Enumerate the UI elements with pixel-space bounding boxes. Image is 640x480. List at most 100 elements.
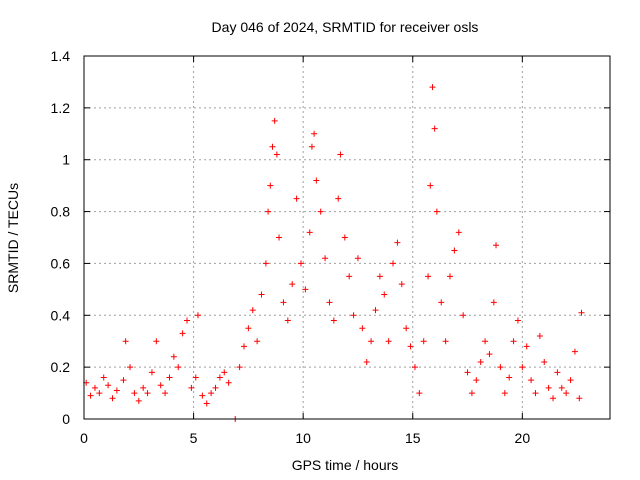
y-tick-label: 0.4 [51,307,71,323]
data-point [280,299,287,306]
data-point [510,338,517,345]
data-point [240,343,247,350]
y-tick-label: 0.6 [51,255,71,271]
data-point [135,397,142,404]
data-point [203,400,210,407]
data-point [576,395,583,402]
data-point [212,384,219,391]
data-point [390,260,397,267]
chart-title: Day 046 of 2024, SRMTID for receiver osl… [212,19,479,35]
data-point [411,364,418,371]
data-point [442,338,449,345]
data-point [148,369,155,376]
data-point [501,390,508,397]
data-point [473,377,480,384]
data-point [477,358,484,365]
data-point [523,343,530,350]
data-point [431,125,438,132]
data-point [308,143,315,150]
data-point [293,195,300,202]
x-tick-label: 15 [405,430,421,446]
data-point [337,151,344,158]
data-point [179,330,186,337]
data-point [199,392,206,399]
data-point [297,260,304,267]
data-point [302,286,309,293]
data-point [127,364,134,371]
data-point [460,312,467,319]
data-point [265,208,272,215]
data-point [420,338,427,345]
data-point [554,369,561,376]
data-point [455,229,462,236]
data-point [381,291,388,298]
data-point [497,364,504,371]
data-point [514,317,521,324]
data-point [120,377,127,384]
data-point [262,260,269,267]
data-point [486,351,493,358]
data-point [254,338,261,345]
data-point [326,299,333,306]
data-point [451,247,458,254]
data-point [276,234,283,241]
data-point [267,182,274,189]
data-point [225,379,232,386]
data-point [317,208,324,215]
data-point [194,312,201,319]
grid-lines [84,56,610,419]
data-point [567,377,574,384]
data-point [350,312,357,319]
data-point [541,358,548,365]
data-point [394,239,401,246]
data-point [140,384,147,391]
data-point [482,338,489,345]
data-point [144,390,151,397]
data-point [236,364,243,371]
data-point [571,348,578,355]
data-point [289,281,296,288]
data-point [341,234,348,241]
data-point [271,117,278,124]
data-point [429,84,436,91]
data-point [363,358,370,365]
x-tick-label: 10 [295,430,311,446]
data-point [109,395,116,402]
data-point [407,343,414,350]
data-point [490,299,497,306]
data-point [425,273,432,280]
data-point [403,325,410,332]
data-point [447,273,454,280]
data-point [536,333,543,340]
y-tick-label: 1.4 [51,48,71,64]
data-point [578,309,585,316]
x-tick-label: 0 [80,430,88,446]
data-point [131,390,138,397]
data-point [330,317,337,324]
data-point [372,307,379,314]
data-point [558,384,565,391]
data-point [166,374,173,381]
data-point [269,143,276,150]
data-point [216,374,223,381]
data-point [385,338,392,345]
data-point [359,325,366,332]
x-tick-label: 20 [515,430,531,446]
axis-ticks: 0 0.2 0.4 0.6 0.8 1 1.2 1.4 0 5 10 15 20 [51,48,610,446]
data-point [550,395,557,402]
data-point [519,364,526,371]
y-tick-label: 1 [62,152,70,168]
data-point [170,353,177,360]
data-point [468,390,475,397]
data-point [157,382,164,389]
data-point [313,177,320,184]
data-point [192,374,199,381]
data-point [335,195,342,202]
data-point [438,299,445,306]
data-point [208,390,215,397]
y-tick-label: 1.2 [51,100,71,116]
data-point [464,369,471,376]
data-point [184,317,191,324]
data-point [87,392,94,399]
